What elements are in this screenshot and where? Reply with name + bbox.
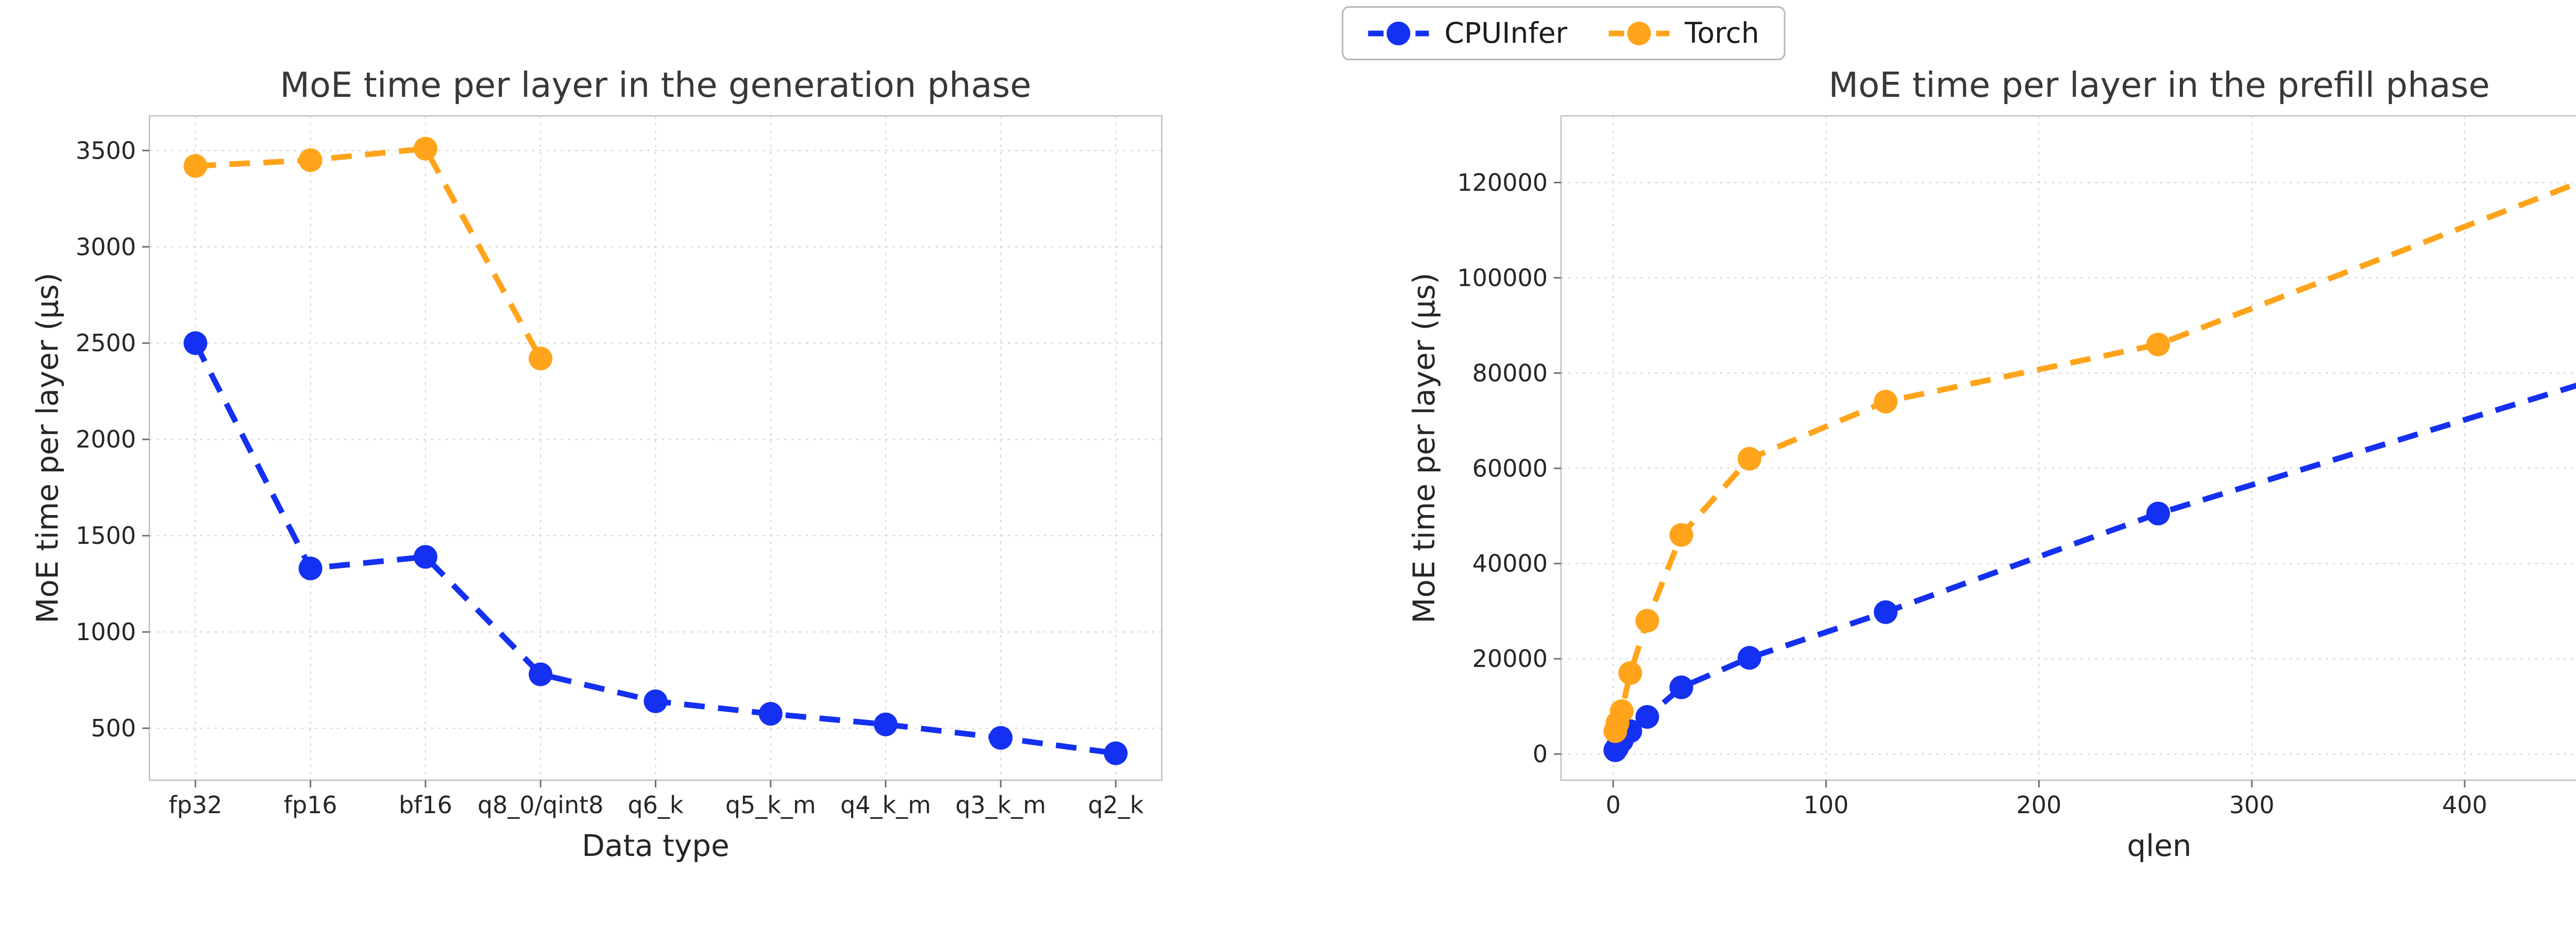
x-tick-label: bf16 <box>399 791 452 819</box>
chart-title: MoE time per layer in the generation pha… <box>280 65 1031 105</box>
data-point-torch <box>413 136 437 161</box>
y-tick-label: 3000 <box>76 233 136 261</box>
y-tick-label: 120000 <box>1457 168 1548 196</box>
data-point-cpuinfer <box>874 712 898 736</box>
data-point-cpuinfer <box>2146 502 2170 526</box>
series-line-torch <box>195 146 544 360</box>
y-tick-label: 80000 <box>1472 359 1548 387</box>
data-point-cpuinfer <box>1669 675 1693 699</box>
y-tick-label: 3500 <box>76 136 136 164</box>
x-tick-label: 100 <box>1803 791 1849 819</box>
data-point-torch <box>1618 661 1642 685</box>
data-point-cpuinfer <box>183 331 208 355</box>
y-tick-label: 2500 <box>76 329 136 357</box>
legend-item-torch: Torch <box>1608 19 1759 47</box>
data-point-cpuinfer <box>529 662 553 686</box>
data-point-torch <box>1737 447 1761 471</box>
x-tick-label: 0 <box>1606 791 1621 819</box>
chart-title: MoE time per layer in the prefill phase <box>1828 65 2489 105</box>
data-point-cpuinfer <box>643 689 668 713</box>
y-tick-label: 40000 <box>1472 550 1548 577</box>
data-point-cpuinfer <box>758 702 783 726</box>
y-tick-label: 60000 <box>1472 454 1548 482</box>
legend: CPUInfer Torch <box>1342 6 1786 60</box>
x-tick-label: q5_k_m <box>725 791 816 819</box>
legend-label-cpuinfer: CPUInfer <box>1444 16 1568 49</box>
x-tick-label: fp16 <box>284 791 337 819</box>
data-point-cpuinfer <box>1104 741 1128 765</box>
data-point-torch <box>183 154 208 178</box>
series-line-torch <box>1613 180 2576 732</box>
data-point-torch <box>1669 523 1693 547</box>
data-point-torch <box>1609 699 1634 723</box>
legend-item-cpuinfer: CPUInfer <box>1368 19 1567 47</box>
series-line-cpuinfer <box>1613 383 2576 752</box>
legend-torch-marker-dot <box>1627 21 1651 45</box>
y-axis-label: MoE time per layer (μs) <box>1406 272 1442 623</box>
y-tick-label: 100000 <box>1457 264 1548 291</box>
x-tick-label: q6_k <box>628 791 683 819</box>
data-point-cpuinfer <box>1874 600 1898 624</box>
legend-cpuinfer-marker-dot <box>1386 21 1411 45</box>
x-tick-label: 300 <box>2229 791 2275 819</box>
data-point-torch <box>298 148 323 172</box>
y-tick-label: 20000 <box>1472 645 1548 673</box>
data-point-cpuinfer <box>298 556 323 580</box>
legend-cpuinfer-line-marker-icon <box>1368 21 1429 45</box>
x-tick-label: q4_k_m <box>840 791 931 819</box>
data-point-cpuinfer <box>413 545 437 569</box>
x-axis-label: Data type <box>582 828 730 863</box>
y-tick-label: 0 <box>1533 740 1548 768</box>
x-tick-label: 200 <box>2016 791 2062 819</box>
axes-spines <box>1560 115 2576 781</box>
x-axis-label: qlen <box>2127 828 2191 863</box>
y-tick-label: 1500 <box>76 522 136 550</box>
y-tick-label: 1000 <box>76 618 136 646</box>
x-tick-label: 400 <box>2442 791 2487 819</box>
legend-label-torch: Torch <box>1685 16 1759 49</box>
x-tick-label: q8_0/qint8 <box>478 791 604 819</box>
y-axis-label: MoE time per layer (μs) <box>30 272 65 623</box>
x-tick-label: q3_k_m <box>955 791 1046 819</box>
y-tick-label: 2000 <box>76 425 136 453</box>
legend-torch-line-marker-icon <box>1608 21 1670 45</box>
data-point-torch <box>2146 332 2170 356</box>
data-point-cpuinfer <box>1635 705 1659 729</box>
x-tick-label: q2_k <box>1088 791 1144 819</box>
data-point-torch <box>529 347 553 371</box>
x-tick-label: fp32 <box>168 791 222 819</box>
data-point-torch <box>1874 389 1898 414</box>
data-point-torch <box>1635 609 1659 633</box>
data-point-cpuinfer <box>1737 646 1761 670</box>
y-tick-label: 500 <box>91 714 136 742</box>
data-point-cpuinfer <box>989 726 1013 750</box>
